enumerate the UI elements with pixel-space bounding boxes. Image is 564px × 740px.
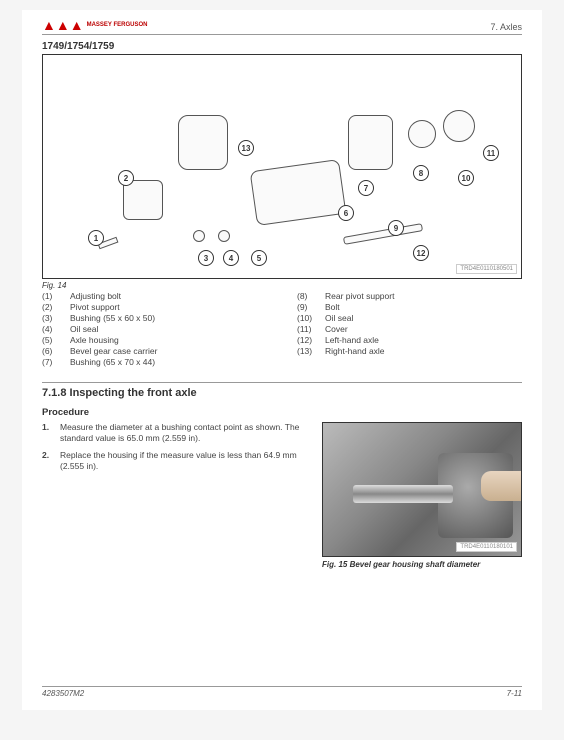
legend-num: (12) xyxy=(297,335,325,345)
legend-text: Bushing (65 x 70 x 44) xyxy=(70,357,155,367)
callout-10: 10 xyxy=(458,170,474,186)
legend-text: Oil seal xyxy=(70,324,98,334)
chapter-title: 7. Axles xyxy=(490,22,522,32)
legend-num: (13) xyxy=(297,346,325,356)
part-axle-housing xyxy=(250,159,347,226)
callout-6: 6 xyxy=(338,205,354,221)
legend-row: (8)Rear pivot support xyxy=(297,291,522,301)
exploded-sketch xyxy=(43,55,521,278)
part-bevel-carrier xyxy=(178,115,228,170)
callout-4: 4 xyxy=(223,250,239,266)
callout-2: 2 xyxy=(118,170,134,186)
callout-12: 12 xyxy=(413,245,429,261)
doc-number: 4283507M2 xyxy=(42,689,84,698)
procedure-step: 2.Replace the housing if the measure val… xyxy=(42,450,312,472)
callout-11: 11 xyxy=(483,145,499,161)
figure-15-wrap: TRD4E0110180101 Fig. 15 Bevel gear housi… xyxy=(322,422,522,569)
legend-text: Pivot support xyxy=(70,302,120,312)
callout-7: 7 xyxy=(358,180,374,196)
legend-row: (6)Bevel gear case carrier xyxy=(42,346,267,356)
legend-num: (8) xyxy=(297,291,325,301)
legend-row: (11)Cover xyxy=(297,324,522,334)
callout-3: 3 xyxy=(198,250,214,266)
procedure-steps: 1.Measure the diameter at a bushing cont… xyxy=(42,422,312,569)
callout-8: 8 xyxy=(413,165,429,181)
figure-14-box: 12345678910111213 TRD4E0110180501 xyxy=(42,54,522,279)
legend-text: Right-hand axle xyxy=(325,346,385,356)
figure-15-id: TRD4E0110180101 xyxy=(456,542,517,552)
legend-text: Bolt xyxy=(325,302,340,312)
legend-row: (3)Bushing (55 x 60 x 50) xyxy=(42,313,267,323)
legend-text: Rear pivot support xyxy=(325,291,394,301)
part-pivot-support xyxy=(123,180,163,220)
legend-num: (11) xyxy=(297,324,325,334)
legend-num: (3) xyxy=(42,313,70,323)
figure-14-legend: (1)Adjusting bolt(2)Pivot support(3)Bush… xyxy=(42,291,522,368)
callout-13: 13 xyxy=(238,140,254,156)
legend-num: (6) xyxy=(42,346,70,356)
page-footer: 4283507M2 7-11 xyxy=(42,686,522,698)
legend-row: (4)Oil seal xyxy=(42,324,267,334)
figure-14-id: TRD4E0110180501 xyxy=(456,264,517,274)
legend-row: (7)Bushing (65 x 70 x 44) xyxy=(42,357,267,367)
legend-text: Oil seal xyxy=(325,313,353,323)
page: ▲▲▲ MASSEY FERGUSON 7. Axles 1749/1754/1… xyxy=(22,10,542,710)
legend-num: (1) xyxy=(42,291,70,301)
step-number: 1. xyxy=(42,422,60,444)
photo-shaft xyxy=(353,485,453,503)
legend-row: (12)Left-hand axle xyxy=(297,335,522,345)
part-bushing-1 xyxy=(193,230,205,242)
legend-num: (9) xyxy=(297,302,325,312)
legend-num: (4) xyxy=(42,324,70,334)
callout-9: 9 xyxy=(388,220,404,236)
section-number: 7.1.8 xyxy=(42,387,66,399)
legend-num: (2) xyxy=(42,302,70,312)
legend-row: (13)Right-hand axle xyxy=(297,346,522,356)
figure-14-caption: Fig. 14 xyxy=(42,281,522,290)
figure-15-caption: Fig. 15 Bevel gear housing shaft diamete… xyxy=(322,560,522,569)
step-text: Replace the housing if the measure value… xyxy=(60,450,312,472)
callout-1: 1 xyxy=(88,230,104,246)
section-heading: 7.1.8 Inspecting the front axle xyxy=(42,382,522,399)
legend-row: (1)Adjusting bolt xyxy=(42,291,267,301)
step-number: 2. xyxy=(42,450,60,472)
legend-num: (10) xyxy=(297,313,325,323)
legend-num: (7) xyxy=(42,357,70,367)
photo-hand xyxy=(481,471,521,501)
page-header: ▲▲▲ MASSEY FERGUSON 7. Axles xyxy=(42,18,522,35)
logo-icon: ▲▲▲ xyxy=(42,18,84,32)
callout-5: 5 xyxy=(251,250,267,266)
procedure-heading: Procedure xyxy=(42,407,522,418)
legend-col-right: (8)Rear pivot support(9)Bolt(10)Oil seal… xyxy=(297,291,522,368)
legend-text: Adjusting bolt xyxy=(70,291,121,301)
legend-row: (5)Axle housing xyxy=(42,335,267,345)
step-text: Measure the diameter at a bushing contac… xyxy=(60,422,312,444)
section-title: Inspecting the front axle xyxy=(70,387,197,399)
legend-row: (9)Bolt xyxy=(297,302,522,312)
figure-15-photo: TRD4E0110180101 xyxy=(322,422,522,557)
brand-logo: ▲▲▲ MASSEY FERGUSON xyxy=(42,18,147,32)
legend-text: Cover xyxy=(325,324,348,334)
procedure-step: 1.Measure the diameter at a bushing cont… xyxy=(42,422,312,444)
model-numbers: 1749/1754/1759 xyxy=(42,41,522,52)
page-number: 7-11 xyxy=(507,689,522,698)
legend-row: (10)Oil seal xyxy=(297,313,522,323)
part-cover-ring xyxy=(443,110,475,142)
part-seal-ring-1 xyxy=(408,120,436,148)
part-left-axle xyxy=(343,223,423,245)
legend-num: (5) xyxy=(42,335,70,345)
legend-row: (2)Pivot support xyxy=(42,302,267,312)
part-rear-pivot xyxy=(348,115,393,170)
legend-text: Bevel gear case carrier xyxy=(70,346,157,356)
legend-text: Bushing (55 x 60 x 50) xyxy=(70,313,155,323)
legend-text: Left-hand axle xyxy=(325,335,379,345)
part-oil-seal xyxy=(218,230,230,242)
procedure-body: 1.Measure the diameter at a bushing cont… xyxy=(42,422,522,569)
legend-text: Axle housing xyxy=(70,335,119,345)
legend-col-left: (1)Adjusting bolt(2)Pivot support(3)Bush… xyxy=(42,291,267,368)
brand-text: MASSEY FERGUSON xyxy=(87,22,148,28)
